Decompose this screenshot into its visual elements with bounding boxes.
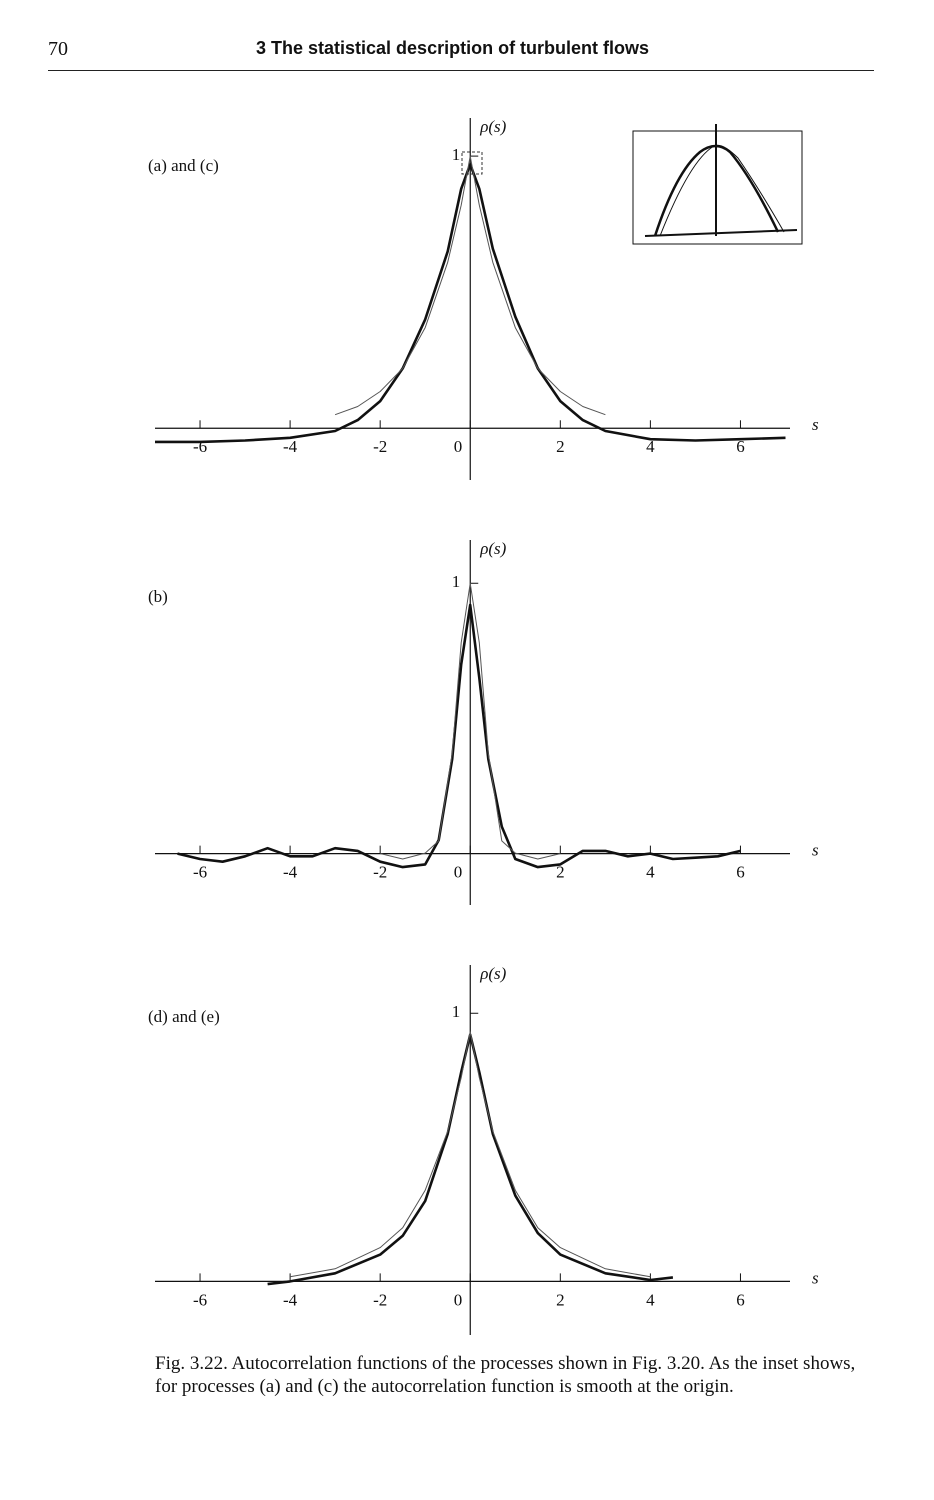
y-tick-label: 1 [452,1002,461,1021]
header-rule [48,70,874,71]
y-tick-label: 1 [452,572,461,591]
inset-axis [644,229,798,237]
curve [290,1031,651,1278]
x-tick-label: -4 [283,437,298,456]
running-title: 3 The statistical description of turbule… [256,38,650,58]
curve [177,603,741,869]
x-tick-label: 6 [736,437,745,456]
curve [380,582,561,860]
x-tick-label: 2 [556,437,565,456]
x-axis-label: s [812,1268,819,1287]
caption: Fig. 3.22. Autocorrelation functions of … [155,1353,856,1397]
x-axis-label: s [812,415,819,434]
x-tick-label: 6 [736,1290,745,1309]
x-tick-label: -4 [283,1290,298,1309]
x-tick-label: -6 [193,1290,207,1309]
y-axis-label: ρ(s) [479,117,506,136]
y-tick-label: 1 [452,145,461,164]
x-tick-label: 0 [454,437,463,456]
x-tick-label: 4 [646,863,655,882]
inset-curve [653,144,780,237]
inset [632,124,803,245]
x-tick-label: 2 [556,1290,565,1309]
x-tick-label: 0 [454,1290,463,1309]
x-tick-label: -2 [373,437,387,456]
y-axis-label: ρ(s) [479,539,506,558]
panel-label: (a) and (c) [148,156,219,175]
x-tick-label: 4 [646,437,655,456]
panel-label: (d) and (e) [148,1007,220,1026]
inset-curve [659,144,785,237]
inset-frame [632,130,803,245]
x-tick-label: -4 [283,863,298,882]
x-axis-label: s [812,841,819,860]
x-tick-label: -6 [193,863,207,882]
x-tick-label: -2 [373,863,387,882]
x-tick-label: 0 [454,863,463,882]
x-tick-label: 4 [646,1290,655,1309]
x-tick-label: 6 [736,863,745,882]
y-axis-label: ρ(s) [479,964,506,983]
x-tick-label: -2 [373,1290,387,1309]
curve [267,1033,674,1286]
curve [155,163,786,444]
panel-label: (b) [148,587,168,606]
curve [334,155,606,416]
zoom-box [461,151,483,175]
x-tick-label: -6 [193,437,207,456]
page-number: 70 [48,38,68,60]
x-tick-label: 2 [556,863,565,882]
